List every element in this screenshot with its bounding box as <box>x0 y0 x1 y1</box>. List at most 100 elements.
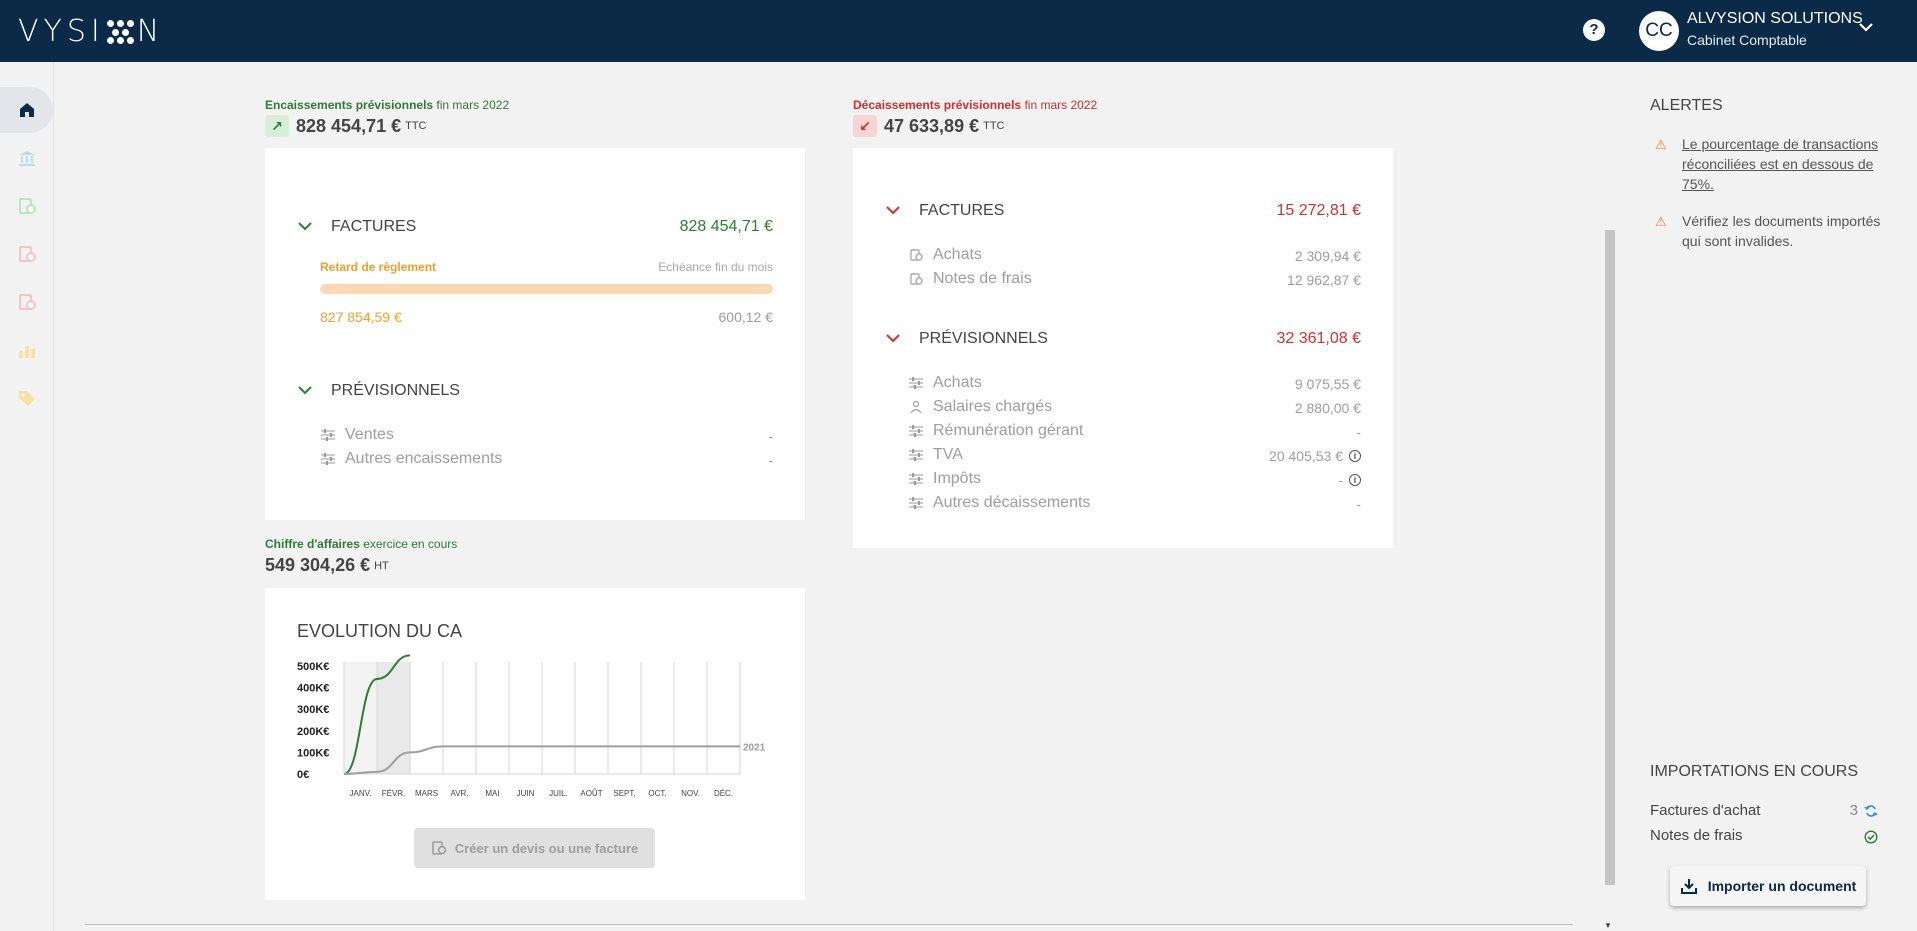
vysion-logo[interactable]: VYSI N <box>18 14 164 49</box>
encaissements-card: FACTURES 828 454,71 € Retard de règlemen… <box>265 148 805 520</box>
row-value: 2 880,00 € <box>1295 400 1361 416</box>
row-value-text: 20 405,53 € <box>1269 448 1343 464</box>
help-icon[interactable]: ? <box>1583 19 1605 41</box>
row-value: -i <box>1338 472 1361 488</box>
row-value: - <box>768 452 773 468</box>
avatar[interactable]: CC <box>1639 11 1679 51</box>
document-icon <box>431 841 446 855</box>
expenses-icon <box>19 246 36 262</box>
import-button-label: Importer un document <box>1707 878 1857 894</box>
scrollbar-thumb[interactable] <box>1605 230 1615 885</box>
x-tick-label: AVR. <box>450 789 468 798</box>
row-value: - <box>768 428 773 444</box>
alert-item[interactable]: ⚠ Le pourcentage de transactions réconci… <box>1655 134 1895 194</box>
late-payment-progress-fill <box>320 284 773 294</box>
nav-analytics[interactable] <box>0 327 54 373</box>
late-payment-progress <box>320 284 773 294</box>
row-value-text: - <box>1338 472 1343 488</box>
bank-icon <box>19 151 35 166</box>
decaissements-factures-toggle[interactable]: FACTURES <box>885 202 1004 220</box>
sliders-icon <box>909 449 923 461</box>
download-icon <box>1680 879 1697 894</box>
nav-invoices[interactable] <box>0 279 54 325</box>
nav-purchases[interactable] <box>0 183 54 229</box>
nav-tags[interactable] <box>0 375 54 421</box>
nav-expenses[interactable] <box>0 231 54 277</box>
info-icon[interactable]: i <box>1349 450 1361 462</box>
row-value: 12 962,87 € <box>1287 272 1361 288</box>
chart-title: EVOLUTION DU CA <box>297 621 463 641</box>
series-label-2021: 2021 <box>743 742 766 753</box>
ca-label: Chiffre d'affaires exercice en cours <box>265 537 457 551</box>
left-sidebar <box>0 62 54 931</box>
row-label: Achats <box>933 246 982 263</box>
ca-unit: HT <box>374 559 389 572</box>
y-tick-label: 200K€ <box>297 726 329 738</box>
company-selector[interactable]: ALVYSION SOLUTIONS Cabinet Comptable <box>1687 10 1863 48</box>
row-value: - <box>1356 496 1361 512</box>
sliders-icon <box>909 497 923 509</box>
row-autres-d-caissements[interactable]: Autres décaissements <box>909 494 1090 512</box>
import-row-notes: Notes de frais <box>1650 827 1878 844</box>
factures-amount: 15 272,81 € <box>1276 202 1361 219</box>
purchases-icon <box>19 198 36 214</box>
import-document-button[interactable]: Importer un document <box>1670 866 1866 906</box>
decaissements-previsionnels-toggle[interactable]: PRÉVISIONNELS <box>885 330 1048 348</box>
encaissements-period: fin mars 2022 <box>436 98 510 112</box>
top-bar: VYSI N ? CC ALVYSION SOLUTIONS Cabinet C… <box>0 0 1917 62</box>
alert-text: Vérifiez les documents importés qui sont… <box>1682 213 1881 249</box>
row-label: TVA <box>933 446 963 463</box>
y-tick-label: 300K€ <box>297 704 329 716</box>
row-achats[interactable]: Achats <box>909 374 982 392</box>
decaissements-label: Décaissements prévisionnels fin mars 202… <box>853 98 1097 112</box>
row-ventes[interactable]: Ventes <box>321 426 394 444</box>
nav-home[interactable] <box>0 87 53 133</box>
arrow-up-right-icon: ↗ <box>265 115 289 137</box>
current-month-highlight <box>377 662 410 774</box>
company-name: ALVYSION SOLUTIONS <box>1687 10 1863 27</box>
warning-icon: ⚠ <box>1655 214 1667 229</box>
alert-item: ⚠ Vérifiez les documents importés qui so… <box>1655 211 1895 251</box>
row-value: 2 309,94 € <box>1295 248 1361 264</box>
warning-icon: ⚠ <box>1655 137 1667 152</box>
x-tick-label: DÉC. <box>714 789 733 798</box>
encaissements-previsionnels-toggle[interactable]: PRÉVISIONNELS <box>297 382 460 400</box>
row-imp-ts[interactable]: Impôts <box>909 470 981 488</box>
ca-amount: 549 304,26 € <box>265 555 371 575</box>
ca-total: 549 304,26 € HT <box>265 555 389 576</box>
x-tick-label: AOÛT <box>580 789 602 798</box>
x-tick-label: MAI <box>485 789 499 798</box>
x-tick-label: JUIN <box>517 789 535 798</box>
row-tva[interactable]: TVA <box>909 446 963 464</box>
alert-text: Le pourcentage de transactions réconcili… <box>1682 136 1879 192</box>
row-label: Ventes <box>345 426 394 443</box>
create-quote-invoice-button[interactable]: Créer un devis ou une facture <box>414 828 655 868</box>
info-icon[interactable]: i <box>1349 474 1361 486</box>
ca-label-strong: Chiffre d'affaires <box>265 537 360 551</box>
row-label: Achats <box>933 374 982 391</box>
ca-line-chart: 500K€ 400K€ 300K€ 200K€ 100K€ 0€ JANV. FÉVR. MAR… <box>297 654 766 798</box>
row-salaires-charg-s[interactable]: Salaires chargés <box>909 398 1052 416</box>
ca-period: exercice en cours <box>363 537 458 551</box>
sliders-icon <box>321 429 335 441</box>
row-label: Impôts <box>933 470 982 487</box>
row-notes-de-frais[interactable]: Notes de frais <box>909 270 1032 288</box>
factures-title: FACTURES <box>331 218 417 235</box>
decaissements-total: ↙ 47 633,89 € TTC <box>853 115 1004 137</box>
sliders-icon <box>909 425 923 437</box>
chevron-down-icon[interactable] <box>1858 20 1874 36</box>
encaissements-label: Encaissements prévisionnels fin mars 202… <box>265 98 509 112</box>
row-achats[interactable]: Achats <box>909 246 982 264</box>
company-type: Cabinet Comptable <box>1687 32 1807 48</box>
x-tick-label: NOV. <box>681 789 700 798</box>
row-r-mun-ration-g-rant[interactable]: Rémunération gérant <box>909 422 1083 440</box>
x-tick-label: JUIL. <box>549 789 568 798</box>
scroll-down-icon[interactable]: ▼ <box>1604 921 1612 930</box>
x-tick-label: FÉVR. <box>382 789 406 798</box>
x-tick-label: OCT. <box>648 789 666 798</box>
y-tick-label: 400K€ <box>297 683 329 695</box>
encaissements-factures-toggle[interactable]: FACTURES <box>297 218 416 236</box>
series-label-2022: 2022 <box>413 654 436 656</box>
nav-bank[interactable] <box>0 135 54 181</box>
row-autres-encaissements[interactable]: Autres encaissements <box>321 450 502 468</box>
